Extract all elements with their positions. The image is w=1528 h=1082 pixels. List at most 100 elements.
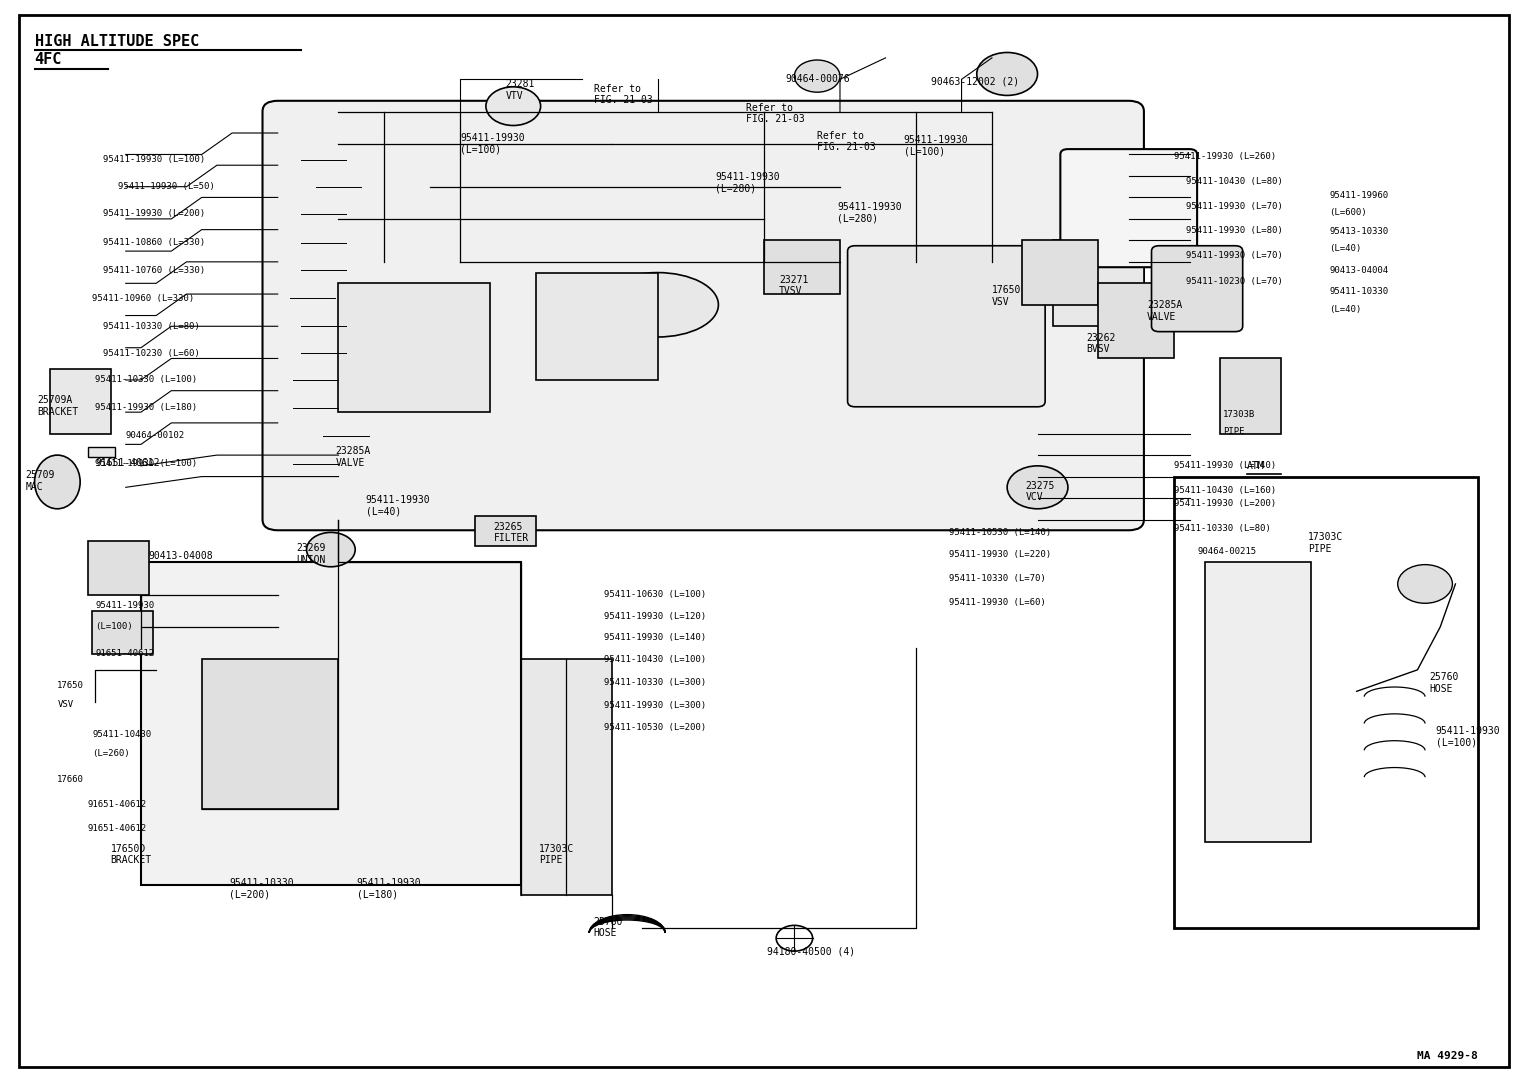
Bar bbox=[1219, 358, 1280, 434]
Text: 4FC: 4FC bbox=[35, 53, 63, 67]
Text: 17303C
PIPE: 17303C PIPE bbox=[539, 844, 575, 866]
Text: (L=260): (L=260) bbox=[92, 749, 130, 758]
Text: 90413-04004: 90413-04004 bbox=[1329, 266, 1389, 275]
Text: 95411-10430 (L=80): 95411-10430 (L=80) bbox=[1186, 176, 1284, 186]
Text: (L=600): (L=600) bbox=[1329, 208, 1368, 217]
FancyBboxPatch shape bbox=[848, 246, 1045, 407]
Text: 17650D
BRACKET: 17650D BRACKET bbox=[110, 844, 151, 866]
Text: HIGH ALTITUDE SPEC: HIGH ALTITUDE SPEC bbox=[35, 35, 199, 50]
Text: Refer to
FIG. 21-03: Refer to FIG. 21-03 bbox=[594, 83, 652, 105]
Ellipse shape bbox=[1007, 466, 1068, 509]
Text: 95411-19930 (L=80): 95411-19930 (L=80) bbox=[1186, 226, 1284, 235]
Text: ATM: ATM bbox=[1247, 461, 1265, 471]
Bar bbox=[475, 516, 536, 546]
Text: 95411-19930
(L=280): 95411-19930 (L=280) bbox=[715, 172, 779, 194]
Circle shape bbox=[486, 87, 541, 126]
Text: PIPE: PIPE bbox=[1222, 427, 1244, 436]
Text: 95411-19930 (L=180): 95411-19930 (L=180) bbox=[95, 404, 197, 412]
Text: 95411-10630 (L=100): 95411-10630 (L=100) bbox=[605, 590, 706, 599]
Text: 95411-10530 (L=200): 95411-10530 (L=200) bbox=[605, 724, 706, 733]
Bar bbox=[202, 659, 339, 809]
Text: 23265
FILTER: 23265 FILTER bbox=[494, 522, 529, 543]
Text: 95411-19930 (L=260): 95411-19930 (L=260) bbox=[1175, 153, 1276, 161]
Text: VSV: VSV bbox=[58, 700, 73, 709]
Text: 95411-19930 (L=200): 95411-19930 (L=200) bbox=[1175, 499, 1276, 507]
Text: 95411-10330 (L=300): 95411-10330 (L=300) bbox=[605, 678, 706, 687]
Text: 25709A
BRACKET: 25709A BRACKET bbox=[38, 395, 79, 417]
Text: 95411-10430: 95411-10430 bbox=[92, 729, 151, 739]
Text: 95411-19930: 95411-19930 bbox=[95, 601, 154, 610]
Text: 95411-10330 (L=80): 95411-10330 (L=80) bbox=[102, 321, 200, 331]
Text: 95411-10960 (L=330): 95411-10960 (L=330) bbox=[92, 294, 194, 303]
Text: 23262
BVSV: 23262 BVSV bbox=[1086, 332, 1115, 354]
Bar bbox=[92, 610, 153, 654]
Circle shape bbox=[795, 60, 840, 92]
Text: 95411-19960: 95411-19960 bbox=[1329, 190, 1389, 200]
Text: 95411-10330 (L=70): 95411-10330 (L=70) bbox=[949, 575, 1047, 583]
Text: 17303B: 17303B bbox=[1222, 410, 1254, 419]
Text: 95411-19930 (L=120): 95411-19930 (L=120) bbox=[605, 611, 706, 621]
Text: (L=40): (L=40) bbox=[1329, 245, 1361, 253]
Bar bbox=[87, 541, 148, 595]
Text: 91651-40612: 91651-40612 bbox=[95, 458, 160, 467]
Ellipse shape bbox=[597, 273, 718, 337]
Text: 95411-19930 (L=70): 95411-19930 (L=70) bbox=[1186, 251, 1284, 260]
Circle shape bbox=[776, 925, 813, 951]
Text: 23271
TVSV: 23271 TVSV bbox=[779, 275, 808, 296]
Text: 95411-10430 (L=160): 95411-10430 (L=160) bbox=[1175, 486, 1276, 496]
Bar bbox=[1022, 240, 1099, 305]
Text: 23281
VTV: 23281 VTV bbox=[506, 79, 535, 101]
Text: 95411-10530 (L=140): 95411-10530 (L=140) bbox=[949, 528, 1051, 537]
Text: 90464-00215: 90464-00215 bbox=[1196, 547, 1256, 556]
Bar bbox=[50, 369, 110, 434]
Text: 95411-19930 (L=300): 95411-19930 (L=300) bbox=[605, 701, 706, 710]
Text: 90464-00076: 90464-00076 bbox=[785, 75, 850, 84]
Text: 95411-10330 (L=80): 95411-10330 (L=80) bbox=[1175, 524, 1271, 532]
Text: 23285A
VALVE: 23285A VALVE bbox=[336, 447, 371, 469]
Text: 95411-10230 (L=60): 95411-10230 (L=60) bbox=[102, 348, 200, 358]
Text: 17650: 17650 bbox=[58, 682, 84, 690]
Text: 17650
VSV: 17650 VSV bbox=[992, 286, 1021, 307]
Bar bbox=[1175, 476, 1478, 927]
Text: 25760
HOSE: 25760 HOSE bbox=[594, 916, 623, 938]
Text: 95411-19930
(L=100): 95411-19930 (L=100) bbox=[903, 135, 969, 157]
Text: 25760
HOSE: 25760 HOSE bbox=[1430, 672, 1459, 694]
Text: 23275
VCV: 23275 VCV bbox=[1025, 480, 1054, 502]
Text: 95411-19930 (L=60): 95411-19930 (L=60) bbox=[949, 597, 1047, 607]
Text: 95411-19930
(L=100): 95411-19930 (L=100) bbox=[1436, 726, 1500, 748]
Bar bbox=[339, 283, 490, 412]
Text: MA 4929-8: MA 4929-8 bbox=[1418, 1052, 1478, 1061]
Text: 95411-19930
(L=100): 95411-19930 (L=100) bbox=[460, 133, 524, 155]
Text: (L=40): (L=40) bbox=[1329, 305, 1361, 314]
Text: 95411-19930 (L=140): 95411-19930 (L=140) bbox=[605, 633, 706, 642]
Text: 95413-10330: 95413-10330 bbox=[1329, 227, 1389, 236]
Text: 95411-19930 (L=70): 95411-19930 (L=70) bbox=[1186, 201, 1284, 211]
Text: 95411-10330
(L=200): 95411-10330 (L=200) bbox=[229, 879, 293, 899]
Text: 90463-12002 (2): 90463-12002 (2) bbox=[931, 77, 1019, 87]
Text: 95411-19930 (L=140): 95411-19930 (L=140) bbox=[1175, 461, 1276, 471]
Text: 95411-19930 (L=200): 95411-19930 (L=200) bbox=[102, 209, 205, 219]
Text: 95411-19930
(L=40): 95411-19930 (L=40) bbox=[365, 494, 431, 516]
Bar bbox=[521, 659, 613, 895]
Text: 17660: 17660 bbox=[58, 775, 84, 783]
Text: 95411-19930 (L=220): 95411-19930 (L=220) bbox=[949, 551, 1051, 559]
Text: 95411-19930 (L=100): 95411-19930 (L=100) bbox=[102, 156, 205, 164]
Text: 95411-10230 (L=70): 95411-10230 (L=70) bbox=[1186, 277, 1284, 286]
Bar bbox=[764, 240, 840, 294]
Text: 95411-19930
(L=280): 95411-19930 (L=280) bbox=[837, 201, 902, 223]
FancyBboxPatch shape bbox=[263, 101, 1144, 530]
FancyBboxPatch shape bbox=[1152, 246, 1242, 332]
Text: (L=100): (L=100) bbox=[95, 622, 133, 632]
Circle shape bbox=[976, 53, 1038, 95]
Text: 95411-10860 (L=330): 95411-10860 (L=330) bbox=[102, 238, 205, 247]
Circle shape bbox=[307, 532, 354, 567]
Text: 94180-40500 (4): 94180-40500 (4) bbox=[767, 946, 856, 956]
Text: 95411-10760 (L=330): 95411-10760 (L=330) bbox=[102, 266, 205, 275]
Bar bbox=[1099, 283, 1175, 358]
Circle shape bbox=[1398, 565, 1453, 604]
Text: Refer to
FIG. 21-03: Refer to FIG. 21-03 bbox=[817, 131, 876, 153]
Text: 23285A
VALVE: 23285A VALVE bbox=[1148, 301, 1183, 322]
Bar bbox=[87, 447, 115, 458]
Ellipse shape bbox=[35, 456, 79, 509]
FancyBboxPatch shape bbox=[1060, 149, 1196, 267]
